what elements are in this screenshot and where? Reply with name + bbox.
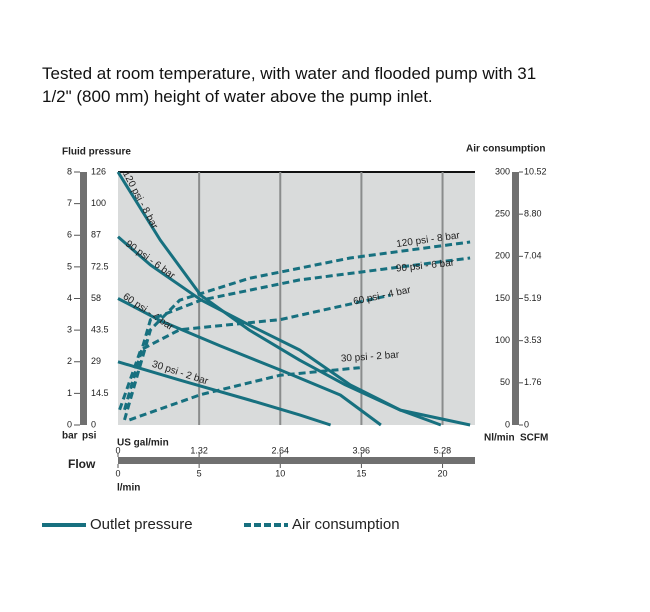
curve	[117, 297, 382, 427]
legend-label: Air consumption	[292, 516, 400, 533]
y-alt-tick-label: 87	[91, 230, 101, 240]
y-alt-tick-label: 14.5	[91, 388, 109, 398]
y-tick-label: 4	[67, 293, 72, 303]
x-tick-label: 20	[438, 468, 448, 478]
curve	[123, 256, 471, 411]
x-tick-label: 10	[275, 468, 285, 478]
curve	[123, 240, 471, 421]
x-tick-label: 0	[115, 468, 120, 478]
y2-tick-label: 300	[495, 166, 510, 176]
curve-label: 30 psi - 2 bar	[341, 350, 401, 365]
y2-tick-label: 250	[495, 209, 510, 219]
y-tick-label: 7	[67, 198, 72, 208]
y2-alt-tick-label: 10.52	[524, 166, 547, 176]
curve	[117, 235, 442, 427]
y-alt-tick-label: 29	[91, 356, 101, 366]
y2-axis-bar	[512, 172, 519, 425]
y2-title: Air consumption	[466, 144, 545, 155]
y-tick-label: 5	[67, 261, 72, 271]
y2-tick-label: 0	[505, 419, 510, 429]
y-alt-unit: psi	[82, 431, 97, 442]
x2-tick-label: 1.32	[190, 445, 208, 455]
y2-tick-label: 150	[495, 293, 510, 303]
y-alt-tick-label: 100	[91, 198, 106, 208]
curve	[117, 360, 332, 427]
y2-unit: Nl/min	[484, 433, 515, 444]
y2-alt-tick-label: 1.76	[524, 377, 542, 387]
x-unit: l/min	[117, 483, 140, 494]
y-title: Fluid pressure	[62, 147, 131, 158]
x2-tick-label: 2.64	[271, 445, 289, 455]
y2-tick-label: 50	[500, 377, 510, 387]
y-alt-tick-label: 43.5	[91, 325, 109, 335]
x2-tick-label: 0	[115, 445, 120, 455]
x-title: Flow	[68, 457, 96, 471]
x2-tick-label: 5.28	[434, 445, 452, 455]
plot-area	[118, 172, 475, 425]
x-axis-bar	[118, 457, 475, 464]
y-alt-tick-label: 58	[91, 293, 101, 303]
y-tick-label: 1	[67, 388, 72, 398]
y2-alt-unit: SCFM	[520, 433, 548, 444]
caption: Tested at room temperature, with water a…	[42, 64, 537, 106]
y-alt-tick-label: 126	[91, 166, 106, 176]
y2-alt-tick-label: 5.19	[524, 293, 542, 303]
curve	[118, 293, 391, 411]
x-tick-label: 15	[356, 468, 366, 478]
legend-label: Outlet pressure	[90, 516, 193, 533]
y-tick-label: 2	[67, 356, 72, 366]
curve	[128, 366, 360, 422]
y2-alt-tick-label: 8.80	[524, 209, 542, 219]
y-alt-tick-label: 0	[91, 419, 96, 429]
x2-unit: US gal/min	[117, 438, 169, 449]
y-axis-bar	[80, 172, 87, 425]
y-tick-label: 6	[67, 230, 72, 240]
y2-alt-tick-label: 7.04	[524, 251, 542, 261]
y2-alt-tick-label: 0	[524, 419, 529, 429]
y2-alt-tick-label: 3.53	[524, 335, 542, 345]
y2-tick-label: 100	[495, 335, 510, 345]
y2-tick-label: 200	[495, 251, 510, 261]
y-tick-label: 3	[67, 325, 72, 335]
x-tick-label: 5	[197, 468, 202, 478]
y-tick-label: 8	[67, 166, 72, 176]
y-tick-label: 0	[67, 419, 72, 429]
y-alt-tick-label: 72.5	[91, 261, 109, 271]
x2-tick-label: 3.96	[353, 445, 371, 455]
y-unit: bar	[62, 431, 78, 442]
